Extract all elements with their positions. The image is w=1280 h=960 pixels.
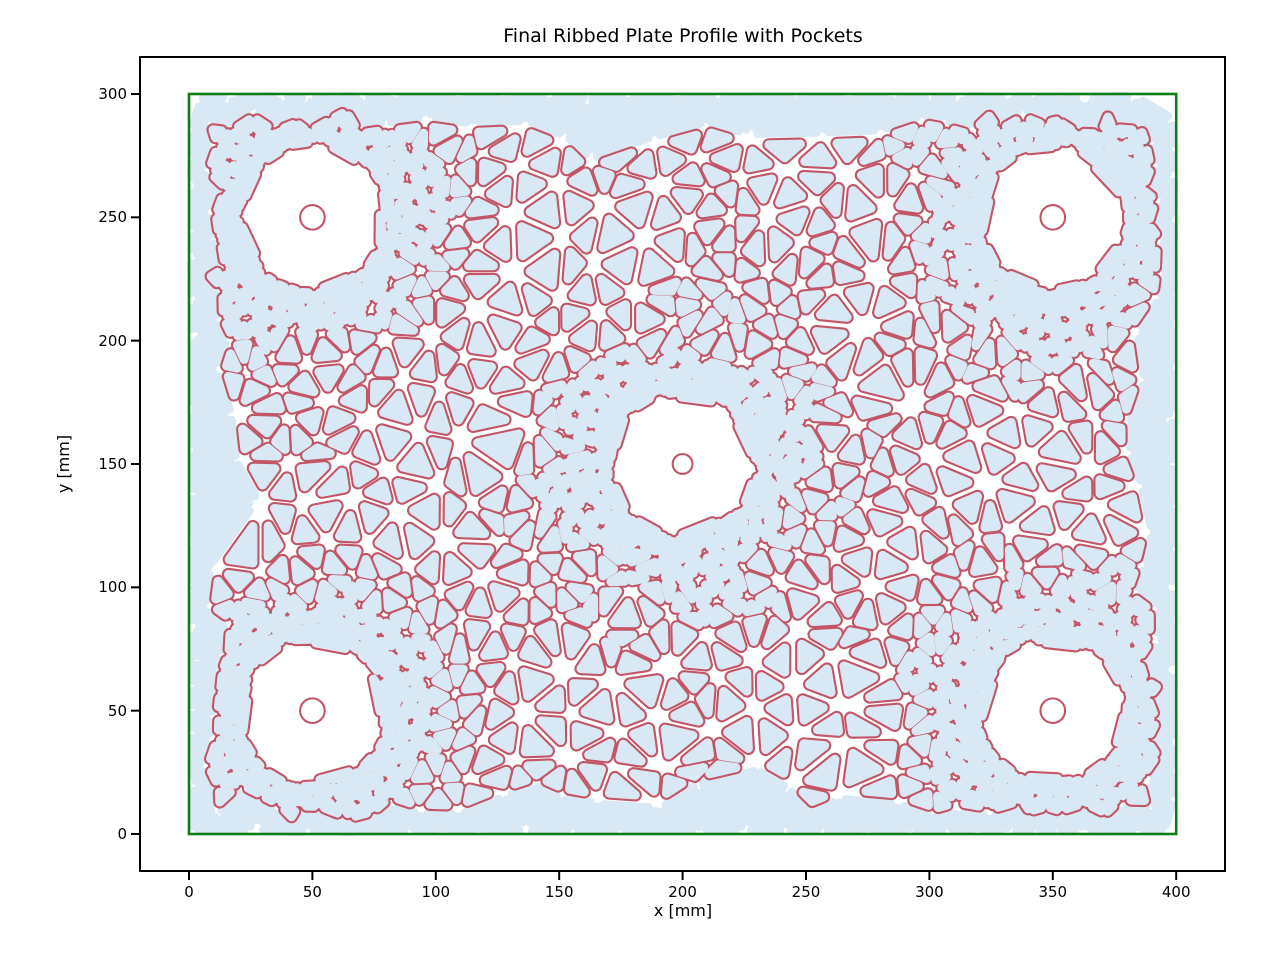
hole-circle — [671, 453, 694, 475]
y-tick-label: 250 — [98, 208, 127, 227]
chart-title: Final Ribbed Plate Profile with Pockets — [503, 25, 863, 47]
x-tick-label: 100 — [421, 883, 451, 901]
y-tick-label: 200 — [98, 331, 127, 350]
y-tick-label: 100 — [98, 578, 127, 597]
x-tick-label: 50 — [302, 883, 322, 901]
x-tick-label: 350 — [1038, 883, 1068, 901]
hole-circle — [299, 203, 326, 231]
hole-circle — [1039, 697, 1067, 725]
x-tick-label: 400 — [1161, 883, 1191, 901]
x-tick-label: 300 — [915, 883, 944, 901]
hole-circle — [299, 697, 326, 725]
y-tick-label: 50 — [107, 701, 127, 720]
x-axis-label: x [mm] — [653, 901, 713, 920]
pockets-layer — [187, 92, 1178, 836]
axes-spines — [139, 56, 1226, 872]
x-tick-label: 150 — [544, 883, 574, 901]
hole-circle — [1039, 203, 1067, 231]
tick-marks — [131, 92, 1178, 880]
y-tick-label: 150 — [98, 454, 127, 473]
y-tick-label: 0 — [117, 825, 127, 843]
x-tick-label: 0 — [184, 883, 194, 901]
y-tick-label: 300 — [98, 84, 127, 103]
plate-outline — [187, 92, 1178, 836]
hole-circles — [299, 203, 1067, 725]
x-tick-label: 200 — [668, 883, 697, 901]
pocket-fills — [206, 109, 1161, 822]
x-tick-label: 250 — [791, 883, 821, 901]
